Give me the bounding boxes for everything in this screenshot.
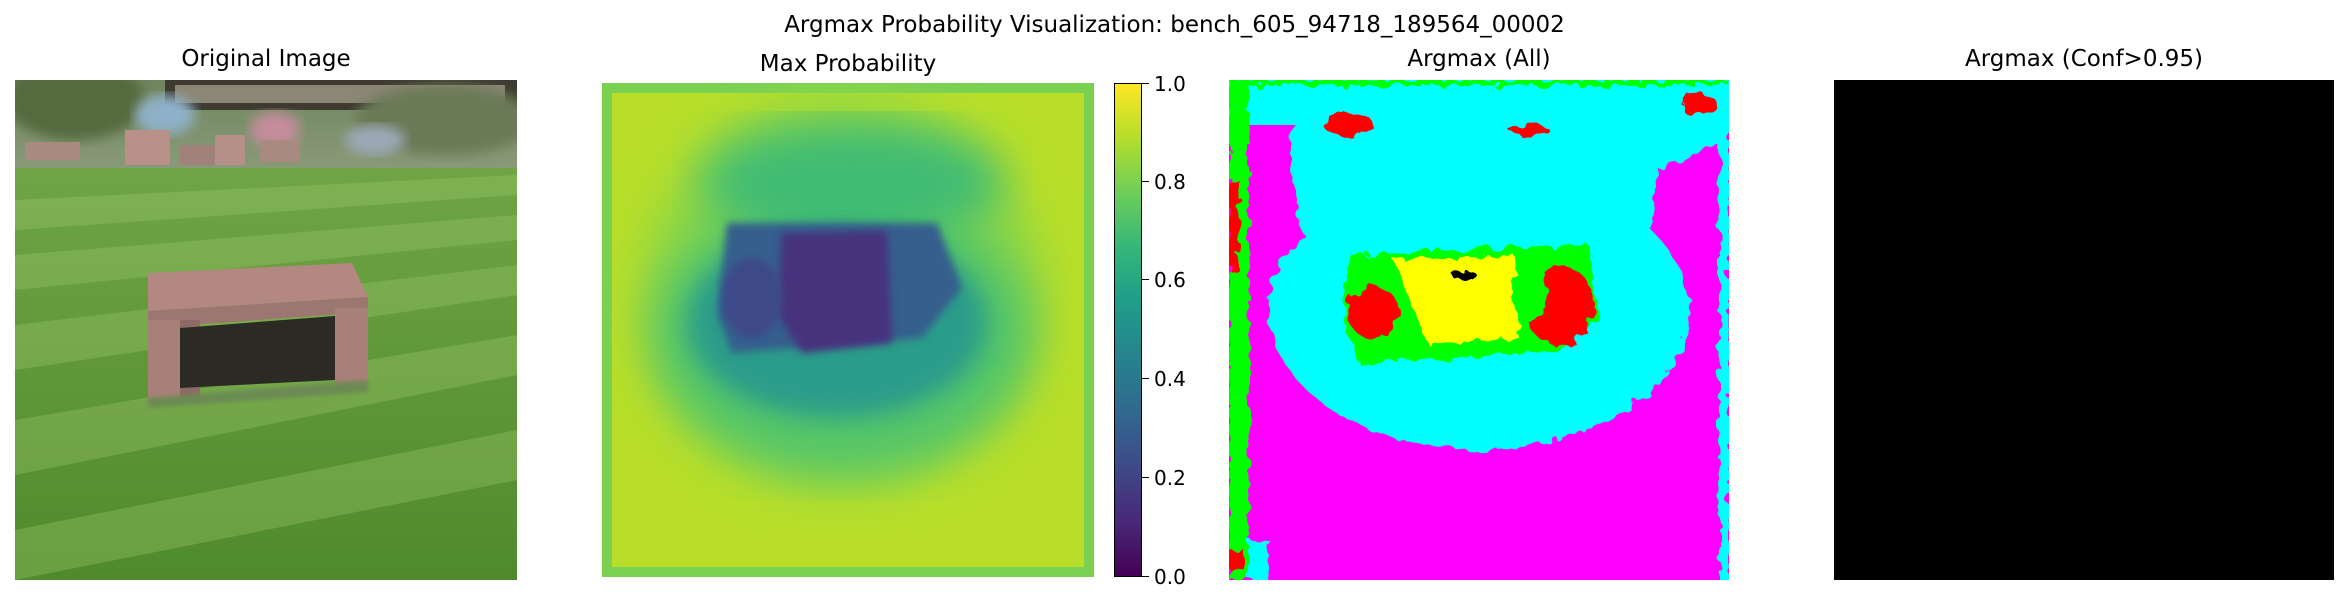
colorbar-tick-label: 0.2 bbox=[1154, 466, 1186, 490]
colorbar-tick bbox=[1142, 279, 1149, 280]
panel-title-argmax-confident: Argmax (Conf>0.95) bbox=[1964, 46, 2204, 72]
colorbar-tick-label: 0.6 bbox=[1154, 268, 1186, 292]
colorbar-tick bbox=[1142, 83, 1149, 84]
colorbar-tick-label: 0.0 bbox=[1154, 565, 1186, 589]
colorbar-tick-label: 1.0 bbox=[1154, 72, 1186, 96]
figure-title: Argmax Probability Visualization: bench_… bbox=[784, 12, 1565, 38]
original-image bbox=[15, 80, 517, 580]
colorbar-tick bbox=[1142, 477, 1149, 478]
colorbar-tick-label: 0.4 bbox=[1154, 367, 1186, 391]
colorbar-tick bbox=[1142, 576, 1149, 577]
panel-title-original: Original Image bbox=[181, 46, 351, 72]
colorbar-tick-label: 0.8 bbox=[1154, 170, 1186, 194]
colorbar-tick bbox=[1142, 378, 1149, 379]
argmax-confident-map bbox=[1834, 80, 2334, 580]
panel-title-max-probability: Max Probability bbox=[759, 51, 937, 77]
argmax-all-map bbox=[1229, 80, 1729, 580]
max-probability-heatmap bbox=[602, 83, 1094, 577]
colorbar bbox=[1114, 83, 1142, 577]
panel-title-argmax-all: Argmax (All) bbox=[1407, 46, 1551, 72]
colorbar-tick bbox=[1142, 181, 1149, 182]
